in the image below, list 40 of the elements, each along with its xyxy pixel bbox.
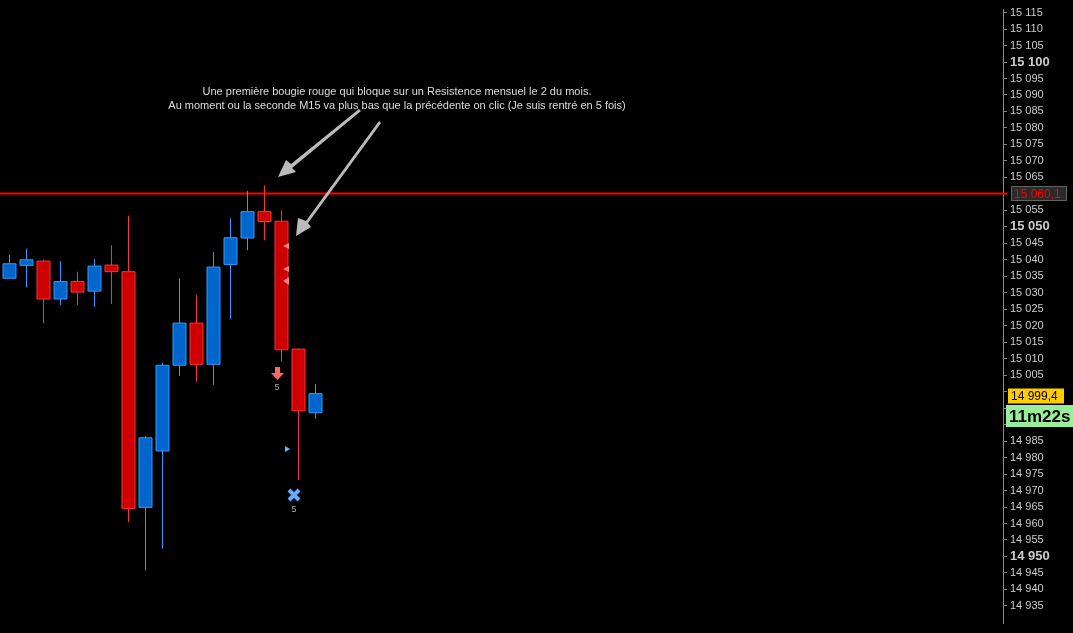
- y-tick-label: 15 070: [1010, 153, 1044, 166]
- y-tick-label: 14 960: [1010, 516, 1044, 529]
- y-tick-label: 14 955: [1010, 533, 1044, 546]
- y-tick-label: 15 105: [1010, 38, 1044, 51]
- y-tick-label: 15 025: [1010, 302, 1044, 315]
- annotation: 5: [274, 382, 280, 393]
- annotation: Une première bougie rouge qui bloque sur un Resistence mensuel le 2 du mois.: [202, 85, 592, 98]
- text: 11m22s: [1009, 406, 1071, 426]
- y-tick-label: 15 020: [1010, 318, 1044, 331]
- annotation: 5: [291, 504, 297, 515]
- y-tick-label: 14 985: [1010, 434, 1044, 447]
- y-tick-label: 15 005: [1010, 368, 1044, 381]
- y-tick-label: 15 055: [1010, 203, 1044, 216]
- y-tick-label: 15 085: [1010, 104, 1044, 117]
- y-tick-label: 15 050: [1010, 218, 1050, 234]
- y-tick-label: 15 065: [1010, 170, 1044, 183]
- y-tick-label: 14 935: [1010, 598, 1044, 611]
- ref-line-label: 15 060,1: [1014, 186, 1062, 201]
- y-tick-label: 15 090: [1010, 88, 1044, 101]
- y-tick-label: 14 980: [1010, 450, 1044, 463]
- y-tick-label: 15 095: [1010, 71, 1044, 84]
- y-tick-label: 15 110: [1010, 22, 1043, 35]
- y-tick-label: 14 950: [1010, 548, 1050, 564]
- y-tick-label: 15 040: [1010, 252, 1044, 265]
- y-tick-label: 15 045: [1010, 236, 1044, 249]
- y-tick-label: 15 080: [1010, 120, 1044, 133]
- y-tick-label: 14 945: [1010, 566, 1044, 578]
- y-tick-label: 15 010: [1010, 351, 1044, 364]
- y-tick-label: 15 115: [1010, 5, 1043, 18]
- y-tick-label: 15 035: [1010, 269, 1044, 282]
- y-tick-label: 15 015: [1010, 335, 1044, 348]
- text: 14 999,4: [1011, 389, 1059, 404]
- y-tick-label: 15 100: [1010, 53, 1050, 69]
- y-tick-label: 14 965: [1010, 500, 1044, 513]
- y-tick-label: 14 940: [1010, 582, 1044, 595]
- y-tick-label: 14 970: [1010, 483, 1044, 496]
- y-tick-label: 14 975: [1010, 467, 1044, 480]
- y-tick-label: 15 075: [1010, 137, 1044, 150]
- y-tick-label: 15 030: [1010, 285, 1044, 298]
- annotation: Au moment ou la seconde M15 va plus bas que la précédente on clic (Je suis rentré en 5 fois): [168, 99, 626, 112]
